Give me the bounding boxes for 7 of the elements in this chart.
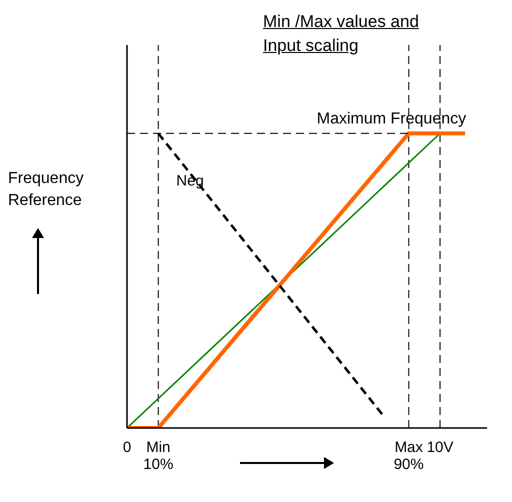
x-tick-label: Min 10%: [143, 439, 174, 473]
x-tick-label: 10V: [426, 439, 454, 456]
annotation: Maximum Frequency: [316, 110, 466, 128]
y-axis-title: Frequency Reference: [8, 169, 85, 211]
x-tick-label: 0: [122, 439, 132, 456]
x-tick-label: Max 90%: [394, 439, 424, 473]
chart-title: Min /Max values and Input scaling: [263, 11, 420, 57]
